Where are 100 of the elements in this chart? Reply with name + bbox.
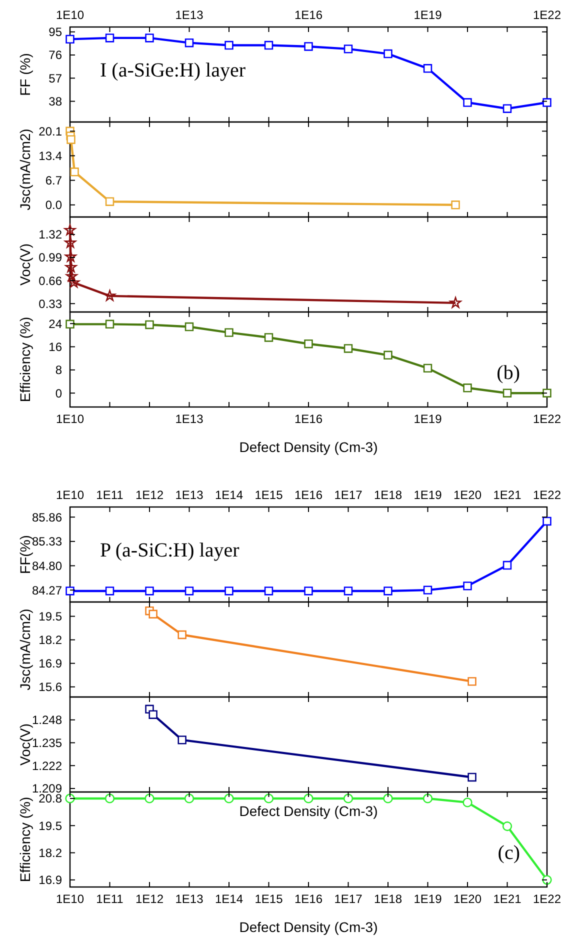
point [344, 344, 353, 353]
point [184, 794, 194, 804]
x-axis-title: Defect Density (Cm-3) [239, 439, 378, 455]
x-tick-label: 1E13 [175, 892, 204, 906]
y-tick-label: 0 [55, 386, 62, 400]
y-tick-label: 20.8 [38, 792, 62, 806]
point [423, 364, 432, 373]
x-tick-label: 1E22 [532, 412, 562, 426]
y-tick-label: 16.9 [38, 656, 62, 671]
point [224, 586, 234, 596]
y-tick-label: 24 [48, 316, 62, 331]
point [384, 586, 392, 596]
point [105, 320, 114, 329]
x-tick-label: 1E17 [334, 488, 363, 502]
y-tick-label: 84.27 [32, 583, 62, 598]
y-axis-title: FF(%) [17, 535, 33, 574]
y-tick-label: 0.0 [45, 198, 62, 212]
point [344, 586, 353, 596]
point [304, 340, 313, 348]
x-tick-label: 1E20 [453, 892, 482, 906]
y-tick-label: 57 [48, 71, 62, 86]
point [224, 328, 234, 337]
y-tick-label: 0.99 [38, 250, 62, 265]
annotation: P (a-SiC:H) layer [100, 539, 240, 562]
point [384, 49, 392, 58]
y-axis-title: Jsc(mA/cm2) [17, 128, 33, 210]
x-tick-label: 1E19 [414, 892, 442, 906]
point [542, 388, 552, 398]
point [344, 44, 353, 54]
y-tick-label: 15.6 [38, 680, 62, 694]
x-tick-label: 1E16 [294, 892, 323, 906]
x-tick-label: 1E21 [493, 488, 522, 502]
x-tick-label: 1E10 [56, 412, 84, 426]
x-tick-label: 1E22 [532, 892, 562, 906]
y-tick-label: 16 [48, 340, 62, 354]
y-tick-label: 0.66 [38, 274, 62, 288]
x-axis-title: Defect Density (Cm-3) [239, 919, 378, 935]
y-tick-label: 13.4 [38, 148, 62, 163]
annotation: I (a-SiGe:H) layer [100, 59, 246, 82]
y-tick-label: 19.5 [38, 609, 62, 624]
x-tick-label: 1E19 [414, 488, 442, 502]
point [463, 384, 472, 392]
y-tick-label: 38 [48, 94, 62, 108]
y-axis-title: FF (%) [17, 53, 33, 96]
point [463, 98, 472, 107]
x-tick-label: 1E13 [175, 8, 204, 22]
y-tick-label: 18.2 [38, 846, 62, 860]
point [66, 586, 74, 596]
x-tick-label: 1E20 [453, 488, 482, 502]
y-tick-label: 19.5 [38, 818, 62, 833]
x-tick-label: 1E11 [96, 892, 124, 906]
point [463, 582, 472, 590]
y-tick-label: 20.1 [38, 124, 62, 138]
point [264, 40, 274, 50]
point [384, 350, 392, 360]
point [184, 38, 194, 48]
y-tick-label: 6.7 [45, 174, 62, 188]
point [66, 320, 74, 329]
point [343, 794, 354, 804]
x-tick-label: 1E14 [214, 892, 244, 906]
point [264, 333, 274, 342]
point [105, 34, 114, 42]
x-tick-label: 1E15 [254, 892, 284, 906]
point [145, 320, 154, 330]
x-tick-label: 1E16 [294, 488, 323, 502]
y-tick-label: 95 [48, 25, 62, 40]
x-tick-label: 1E19 [414, 8, 442, 22]
point [304, 42, 313, 51]
point [66, 34, 74, 44]
point [502, 821, 512, 832]
point [542, 516, 552, 526]
x-axis-title: Defect Density (Cm-3) [239, 803, 378, 819]
point [264, 794, 274, 804]
y-tick-label: 1.248 [32, 713, 62, 728]
point [422, 794, 433, 804]
point [145, 34, 154, 42]
x-tick-label: 1E15 [254, 488, 284, 502]
x-tick-label: 1E14 [214, 488, 244, 502]
x-tick-label: 1E16 [294, 8, 323, 22]
x-tick-label: 1E18 [374, 488, 402, 502]
y-tick-label: 1.222 [32, 758, 62, 773]
y-tick-label: 8 [55, 363, 62, 378]
point [502, 388, 512, 398]
y-tick-label: 76 [48, 48, 62, 62]
x-tick-label: 1E13 [175, 488, 204, 502]
y-tick-label: 0.33 [38, 296, 62, 311]
point [224, 40, 234, 50]
point [105, 586, 114, 596]
x-tick-label: 1E18 [374, 892, 402, 906]
y-tick-label: 1.32 [38, 228, 62, 242]
point [304, 586, 313, 596]
y-axis-title: Voc(V) [17, 243, 33, 286]
y-axis-title: Efficiency (%) [17, 796, 33, 882]
point [145, 586, 154, 596]
y-tick-label: 85.33 [32, 534, 62, 549]
y-tick-label: 85.86 [32, 510, 62, 524]
point [104, 794, 115, 804]
y-tick-label: 1.235 [32, 736, 62, 750]
x-tick-label: 1E10 [56, 8, 84, 22]
point [542, 875, 552, 885]
